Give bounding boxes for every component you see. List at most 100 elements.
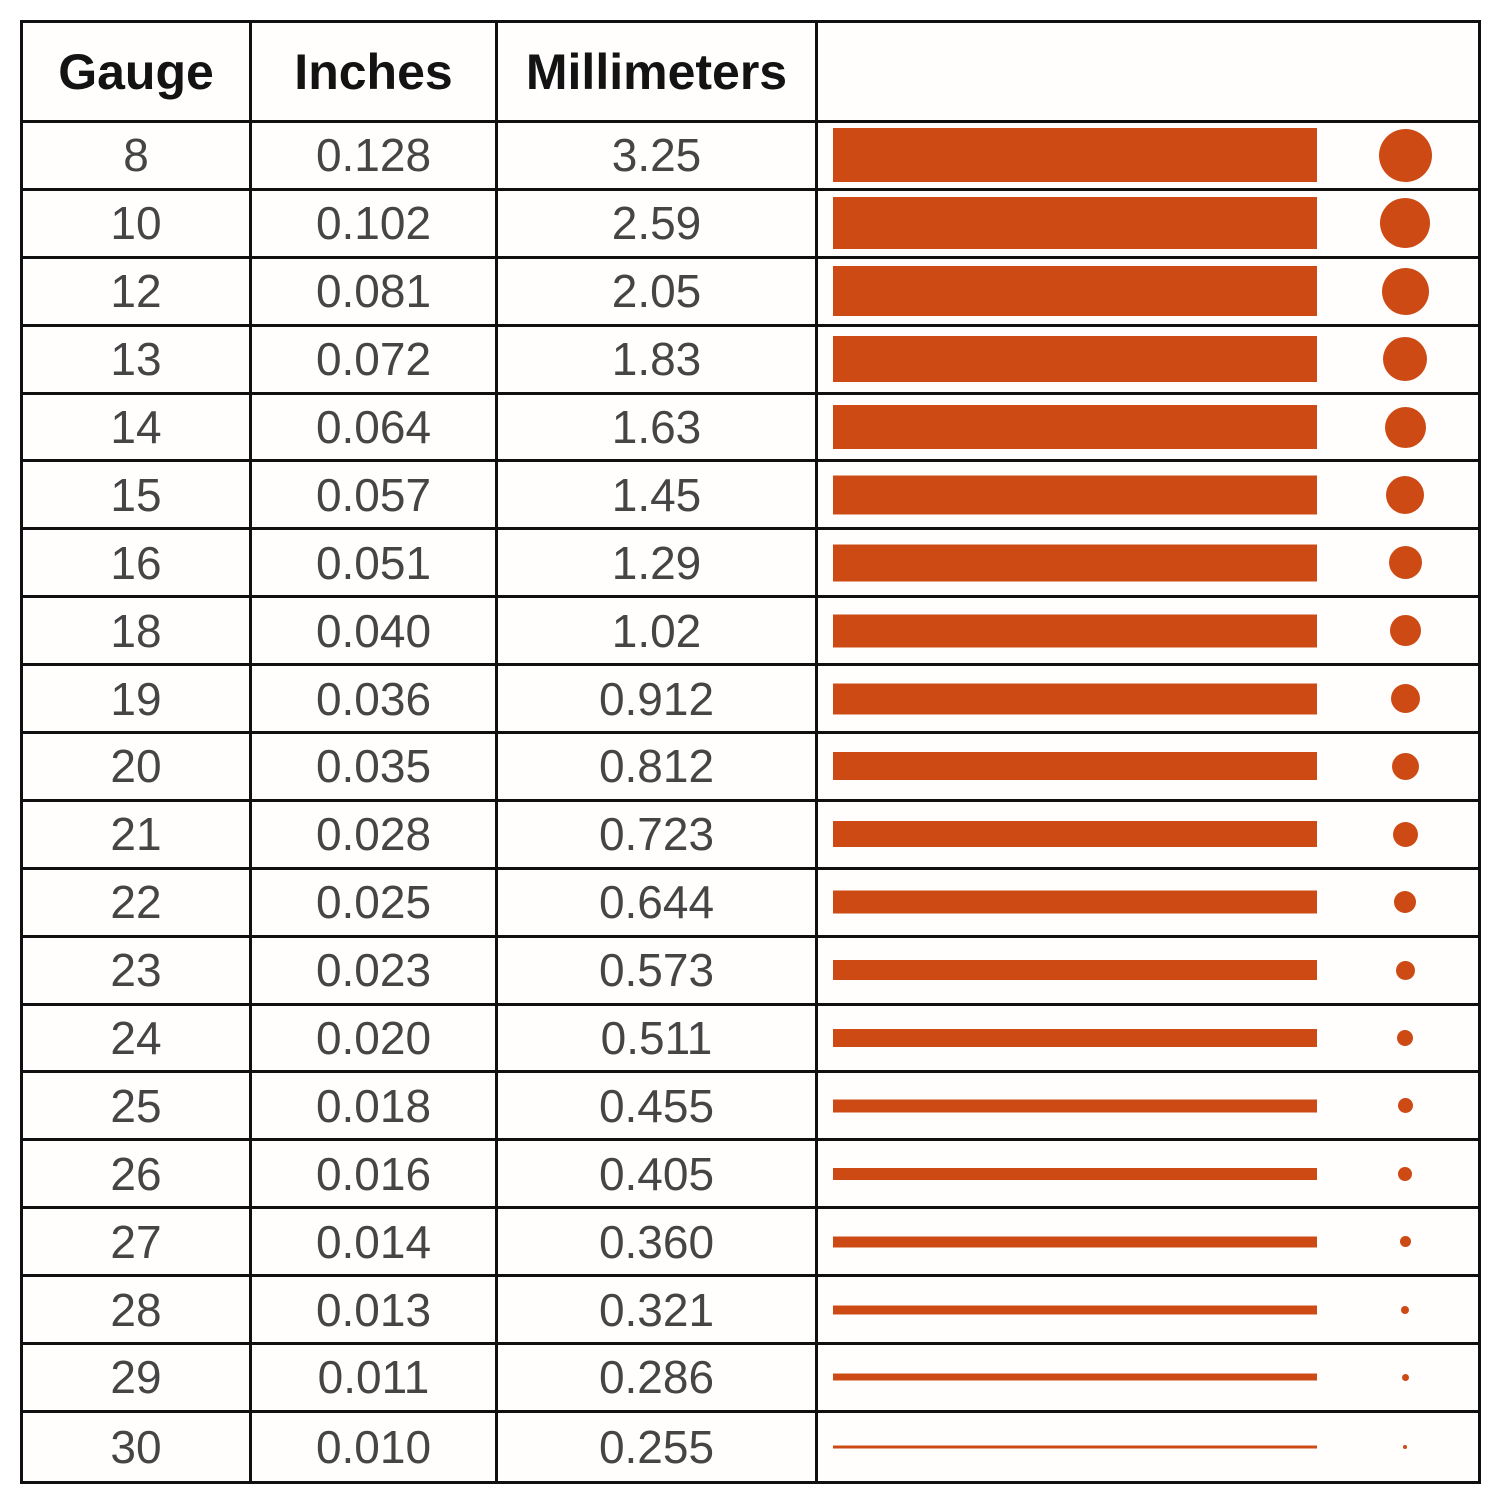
size-visual-cell [818, 734, 1478, 802]
column-header-visual [818, 23, 1478, 123]
gauge-cell: 20 [23, 734, 252, 802]
inches-cell: 0.072 [252, 326, 498, 395]
gauge-cell: 26 [23, 1141, 252, 1210]
inches-cell: 0.128 [252, 123, 498, 191]
wire-diameter-dot-slot [1377, 1277, 1433, 1342]
gauge-cell: 19 [23, 666, 252, 735]
wire-diameter-dot-slot [1377, 530, 1433, 595]
gauge-cell: 12 [23, 258, 252, 327]
inches-cell: 0.025 [252, 869, 498, 938]
millimeters-cell: 1.83 [498, 326, 818, 395]
size-visual-cell [818, 123, 1478, 191]
wire-diameter-dot-slot [1377, 870, 1433, 935]
millimeters-cell: 2.05 [498, 258, 818, 327]
millimeters-cell: 1.29 [498, 530, 818, 599]
column-header-gauge: Gauge [23, 23, 252, 123]
wire-diameter-dot [1401, 1373, 1409, 1381]
wire-diameter-dot [1399, 1236, 1411, 1248]
wire-thickness-bar [833, 475, 1317, 515]
size-visual-cell [818, 1412, 1478, 1481]
size-visual-cell [818, 394, 1478, 463]
wire-diameter-dot [1390, 684, 1420, 714]
gauge-cell: 29 [23, 1345, 252, 1413]
inches-cell: 0.040 [252, 598, 498, 667]
millimeters-cell: 0.644 [498, 869, 818, 938]
wire-diameter-dot-slot [1377, 327, 1433, 392]
wire-diameter-dot-slot [1377, 1073, 1433, 1138]
wire-diameter-dot [1403, 1444, 1407, 1449]
wire-diameter-dot-slot [1377, 1413, 1433, 1481]
inches-cell: 0.023 [252, 937, 498, 1006]
wire-diameter-dot [1384, 406, 1426, 448]
wire-thickness-bar [833, 614, 1317, 648]
wire-thickness-bar [833, 544, 1317, 582]
wire-thickness-bar [833, 752, 1317, 781]
size-visual-cell [818, 462, 1478, 531]
wire-thickness-bar [833, 266, 1317, 317]
wire-diameter-dot [1401, 1305, 1409, 1314]
inches-cell: 0.028 [252, 801, 498, 870]
wire-diameter-dot-slot [1377, 395, 1433, 460]
inches-cell: 0.064 [252, 394, 498, 463]
wire-diameter-dot [1392, 821, 1418, 847]
millimeters-cell: 0.511 [498, 1005, 818, 1074]
wire-thickness-bar [833, 683, 1317, 715]
inches-cell: 0.016 [252, 1141, 498, 1210]
inches-cell: 0.014 [252, 1209, 498, 1278]
gauge-cell: 8 [23, 123, 252, 191]
gauge-cell: 30 [23, 1412, 252, 1481]
millimeters-cell: 1.63 [498, 394, 818, 463]
inches-cell: 0.051 [252, 530, 498, 599]
size-visual-cell [818, 1005, 1478, 1074]
wire-diameter-dot-slot [1377, 462, 1433, 527]
wire-diameter-dot-slot [1377, 1345, 1433, 1410]
wire-thickness-bar [833, 1236, 1317, 1248]
gauge-cell: 14 [23, 394, 252, 463]
gauge-conversion-table: Gauge Inches Millimeters 8 0.128 3.25 10… [20, 20, 1481, 1484]
millimeters-cell: 0.255 [498, 1412, 818, 1481]
wire-thickness-bar [833, 1029, 1317, 1048]
wire-diameter-dot-slot [1377, 1141, 1433, 1206]
wire-diameter-dot-slot [1377, 191, 1433, 256]
millimeters-cell: 0.321 [498, 1277, 818, 1346]
column-header-inches: Inches [252, 23, 498, 123]
millimeters-cell: 3.25 [498, 123, 818, 191]
wire-diameter-dot [1397, 1030, 1413, 1047]
wire-diameter-dot [1398, 1166, 1412, 1181]
size-visual-cell [818, 598, 1478, 667]
inches-cell: 0.010 [252, 1412, 498, 1481]
size-visual-cell [818, 869, 1478, 938]
gauge-cell: 28 [23, 1277, 252, 1346]
inches-cell: 0.035 [252, 734, 498, 802]
wire-diameter-dot [1394, 891, 1416, 914]
column-header-millimeters: Millimeters [498, 23, 818, 123]
millimeters-cell: 0.286 [498, 1345, 818, 1413]
wire-thickness-bar [833, 960, 1317, 981]
size-visual-cell [818, 801, 1478, 870]
wire-diameter-dot-slot [1377, 1006, 1433, 1071]
gauge-cell: 22 [23, 869, 252, 938]
inches-cell: 0.018 [252, 1073, 498, 1142]
size-visual-cell [818, 937, 1478, 1006]
wire-thickness-bar [833, 405, 1317, 449]
size-visual-cell [818, 1277, 1478, 1346]
millimeters-cell: 1.45 [498, 462, 818, 531]
wire-thickness-bar [833, 821, 1317, 848]
size-visual-cell [818, 666, 1478, 735]
size-visual-cell [818, 530, 1478, 599]
wire-diameter-dot-slot [1377, 1209, 1433, 1274]
wire-diameter-dot [1386, 475, 1424, 514]
inches-cell: 0.036 [252, 666, 498, 735]
inches-cell: 0.081 [252, 258, 498, 327]
size-visual-cell [818, 326, 1478, 395]
gauge-cell: 13 [23, 326, 252, 395]
millimeters-cell: 0.812 [498, 734, 818, 802]
millimeters-cell: 0.912 [498, 666, 818, 735]
wire-diameter-dot-slot [1377, 598, 1433, 663]
wire-diameter-dot [1397, 1098, 1413, 1114]
wire-diameter-dot-slot [1377, 734, 1433, 799]
wire-diameter-dot-slot [1377, 259, 1433, 324]
wire-diameter-dot-slot [1377, 123, 1433, 188]
gauge-cell: 18 [23, 598, 252, 667]
